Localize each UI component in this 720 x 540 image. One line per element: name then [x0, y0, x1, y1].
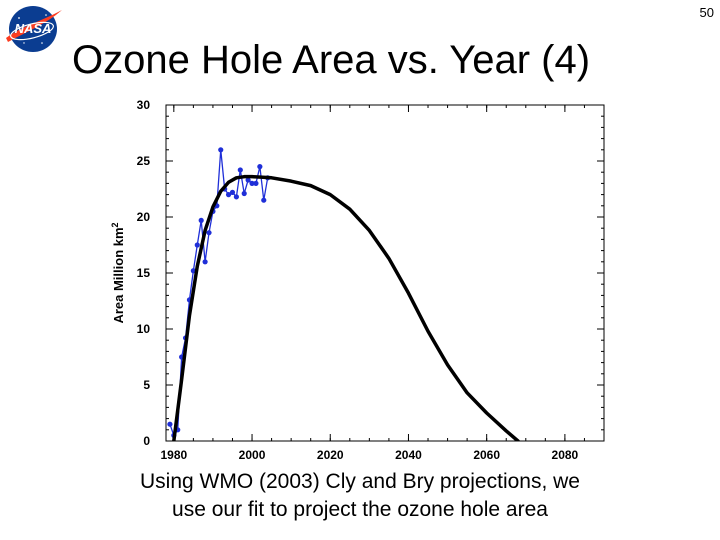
y-tick-label: 15 [137, 266, 151, 280]
x-tick-label: 2040 [395, 448, 422, 462]
observed-point [245, 177, 251, 183]
observed-point [241, 190, 247, 197]
y-tick-label: 25 [137, 154, 151, 168]
observed-point [229, 189, 236, 195]
y-tick-label: 0 [143, 434, 150, 448]
y-tick-label: 5 [143, 378, 150, 392]
observed-point [206, 230, 212, 236]
x-tick-label: 2020 [317, 448, 344, 462]
observed-point [261, 197, 267, 203]
observed-point [237, 167, 243, 173]
observed-point [194, 242, 200, 248]
nasa-logo-icon: NASA [6, 6, 62, 52]
observed-point [257, 164, 263, 170]
observed-point [233, 194, 239, 200]
caption-line-2: use our fit to project the ozone hole ar… [172, 498, 548, 521]
x-tick-label: 2000 [239, 448, 266, 462]
slide-title: Ozone Hole Area vs. Year (4) [72, 38, 591, 82]
y-axis-label-superscript: 2 [110, 222, 120, 227]
caption-line-1: Using WMO (2003) Cly and Bry projections… [140, 470, 580, 493]
nasa-logo-text: NASA [15, 21, 52, 36]
observed-point [167, 421, 173, 427]
observed-point [202, 259, 208, 265]
x-tick-label: 1980 [160, 448, 187, 462]
y-axis-label: Area Million km2 [110, 222, 126, 323]
y-tick-label: 30 [137, 100, 151, 112]
y-axis-label-text: Area Million km [111, 227, 126, 323]
x-tick-label: 2060 [473, 448, 500, 462]
y-tick-label: 10 [137, 322, 151, 336]
slide-number: 50 [699, 5, 714, 20]
y-tick-label: 20 [137, 210, 151, 224]
ozone-area-chart: 1980 2000 2020 2040 2060 2080 0 5 10 15 20 25 30 Area… [110, 100, 605, 462]
x-tick-label: 2080 [552, 448, 579, 462]
caption: Using WMO (2003) Cly and Bry projections… [60, 468, 660, 524]
observed-point [198, 217, 204, 223]
observed-point [218, 147, 224, 153]
observed-point [225, 192, 232, 198]
fit-projection-line [172, 174, 520, 441]
plot-frame [165, 104, 605, 442]
observed-point [253, 180, 259, 186]
observed-point [249, 180, 255, 186]
